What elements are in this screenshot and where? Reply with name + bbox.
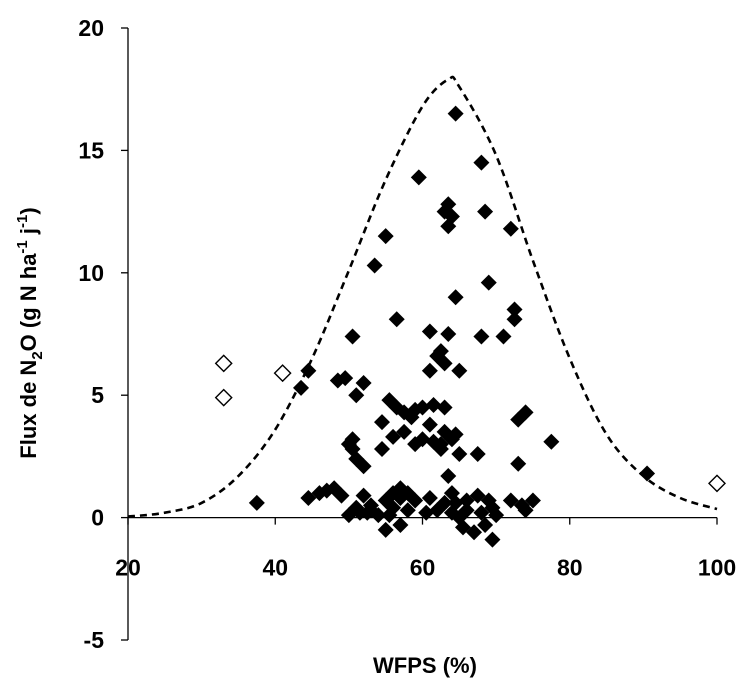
filled-diamond-point	[517, 404, 534, 421]
filled-diamond-point	[425, 396, 442, 413]
y-title-part: Flux de N	[16, 360, 41, 459]
filled-diamond-point	[473, 154, 490, 171]
filled-diamond-point	[436, 355, 453, 372]
filled-diamond-point	[495, 328, 512, 345]
filled-diamond-point	[469, 445, 486, 462]
filled-diamond-point	[300, 362, 317, 379]
filled-diamond-point	[488, 507, 505, 524]
filled-diamond-point	[543, 433, 560, 450]
filled-diamond-point	[484, 531, 501, 548]
y-title-part: j	[16, 228, 41, 240]
filled-diamond-point	[370, 507, 387, 524]
y-title-sup: -1	[14, 215, 31, 228]
filled-diamond-point	[517, 502, 534, 519]
y-tick-label: 0	[91, 505, 104, 531]
tick-labels: -5 0 5 10 15 20 20 40 60 80 100	[78, 15, 736, 653]
filled-diamond-point	[410, 169, 427, 186]
y-axis-title: Flux de N2O (g N ha-1 j-1)	[14, 207, 46, 458]
axes	[121, 27, 718, 641]
filled-diamond-point	[477, 203, 494, 220]
open-diamond-point	[214, 388, 233, 407]
filled-diamond-point	[337, 370, 354, 387]
x-tick-label: 20	[115, 555, 141, 581]
y-title-part: O (g N ha	[16, 253, 41, 352]
filled-diamond-point	[421, 323, 438, 340]
filled-diamond-point	[355, 487, 372, 504]
filled-diamond-point	[502, 220, 519, 237]
filled-diamond-point	[418, 504, 435, 521]
filled-diamond-point	[447, 105, 464, 122]
filled-diamond-point	[451, 362, 468, 379]
y-title-part: )	[16, 207, 41, 214]
filled-diamond-point	[506, 301, 523, 318]
x-tick-label: 60	[410, 555, 436, 581]
filled-diamond-point	[440, 326, 457, 342]
point-layer	[214, 105, 726, 548]
filled-diamond-point	[432, 441, 449, 458]
y-tick-label: 10	[78, 260, 104, 286]
filled-diamond-point	[447, 494, 464, 511]
filled-diamond-point	[421, 490, 438, 507]
y-tick-label: 15	[78, 137, 104, 163]
filled-diamond-point	[506, 311, 523, 328]
filled-diamond-point	[388, 311, 405, 328]
open-diamond-point	[273, 364, 292, 383]
filled-diamond-point	[392, 516, 409, 533]
y-tick-label: 20	[78, 15, 104, 41]
envelope-curve	[127, 75, 718, 518]
filled-diamond-point	[374, 441, 391, 458]
filled-diamond-point	[344, 431, 361, 448]
filled-diamond-point	[447, 426, 464, 443]
filled-diamond-point	[421, 362, 438, 379]
x-tick-label: 80	[557, 555, 583, 581]
filled-diamond-point	[443, 208, 460, 225]
filled-diamond-point	[451, 445, 468, 462]
filled-diamond-point	[639, 465, 656, 482]
filled-diamond-point	[510, 455, 527, 472]
filled-diamond-point	[432, 343, 449, 360]
filled-diamond-point	[399, 502, 416, 519]
filled-diamond-point	[440, 467, 457, 484]
filled-diamond-point	[447, 289, 464, 306]
curve-layer	[127, 75, 718, 518]
filled-diamond-point	[414, 399, 431, 416]
filled-diamond-point	[348, 387, 365, 404]
x-axis-title: WFPS (%)	[373, 653, 477, 678]
filled-diamond-point	[407, 492, 424, 509]
filled-diamond-point	[385, 499, 402, 516]
filled-diamond-point	[377, 228, 394, 245]
filled-diamond-point	[524, 492, 541, 509]
filled-diamond-point	[374, 414, 391, 431]
filled-diamond-point	[436, 399, 453, 416]
filled-diamond-point	[414, 431, 431, 448]
filled-diamond-point	[440, 196, 457, 213]
x-tick-label: 40	[262, 555, 288, 581]
y-title-sup: -1	[14, 240, 31, 253]
filled-diamond-point	[377, 521, 394, 538]
x-tick-label: 100	[698, 555, 736, 581]
filled-diamond-point	[355, 374, 372, 391]
filled-diamond-point	[473, 328, 490, 345]
filled-diamond-point	[458, 502, 475, 519]
y-tick-label: -5	[84, 627, 105, 653]
filled-diamond-point	[480, 274, 497, 291]
y-title-sub: 2	[29, 351, 46, 359]
filled-diamond-point	[293, 379, 310, 396]
filled-diamond-point	[396, 423, 413, 440]
filled-diamond-point	[248, 494, 265, 511]
filled-diamond-point	[477, 516, 494, 533]
open-diamond-point	[708, 474, 726, 493]
open-diamond-point	[214, 354, 233, 373]
y-tick-label: 5	[91, 382, 104, 408]
filled-diamond-point	[355, 458, 372, 475]
filled-diamond-point	[333, 487, 350, 504]
filled-diamond-point	[344, 328, 361, 345]
filled-diamond-point	[421, 416, 438, 433]
filled-diamond-point	[436, 494, 453, 511]
filled-diamond-point	[466, 524, 483, 541]
filled-diamond-point	[366, 257, 383, 274]
